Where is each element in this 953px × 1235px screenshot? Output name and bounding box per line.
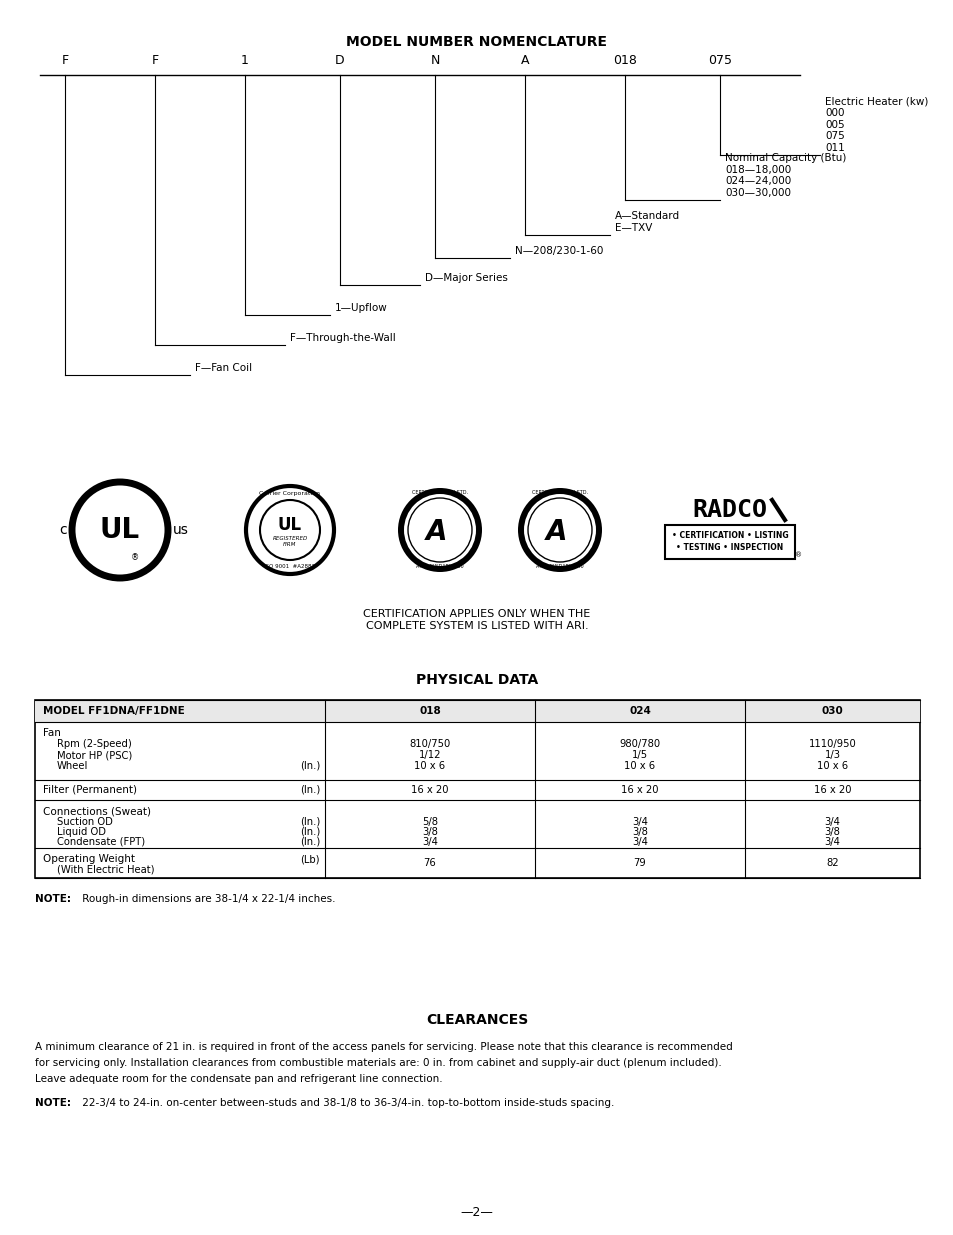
Text: CLEARANCES: CLEARANCES xyxy=(425,1013,528,1028)
Text: ISO 9001  #A2883: ISO 9001 #A2883 xyxy=(264,563,315,568)
Text: 76: 76 xyxy=(423,858,436,868)
Text: (With Electric Heat): (With Electric Heat) xyxy=(57,864,154,876)
Text: ARI STANDARD 240: ARI STANDARD 240 xyxy=(536,564,583,569)
Text: (In.): (In.) xyxy=(299,761,319,771)
Text: (Lb): (Lb) xyxy=(300,853,319,864)
Text: Nominal Capacity (Btu)
018—18,000
024—24,000
030—30,000: Nominal Capacity (Btu) 018—18,000 024—24… xyxy=(724,153,845,198)
Text: Rpm (2-Speed): Rpm (2-Speed) xyxy=(57,739,132,748)
Text: Fan: Fan xyxy=(43,727,61,739)
Text: 22-3/4 to 24-in. on-center between-studs and 38-1/8 to 36-3/4-in. top-to-bottom : 22-3/4 to 24-in. on-center between-studs… xyxy=(79,1098,614,1108)
Bar xyxy=(35,700,919,722)
Text: • TESTING • INSPECTION: • TESTING • INSPECTION xyxy=(676,542,782,552)
Text: c: c xyxy=(59,522,67,537)
Text: 3/4: 3/4 xyxy=(632,837,647,847)
Text: Connections (Sweat): Connections (Sweat) xyxy=(43,806,151,816)
Text: NOTE:: NOTE: xyxy=(35,894,71,904)
Text: 16 x 20: 16 x 20 xyxy=(813,785,850,795)
Text: ARI STANDARD 210: ARI STANDARD 210 xyxy=(416,564,463,569)
Text: 3/4: 3/4 xyxy=(421,837,437,847)
Text: 1/12: 1/12 xyxy=(418,750,441,760)
Text: F—Through-the-Wall: F—Through-the-Wall xyxy=(290,333,395,343)
Text: Electric Heater (kw)
000
005
075
011: Electric Heater (kw) 000 005 075 011 xyxy=(824,96,927,153)
Text: 1: 1 xyxy=(241,54,249,67)
Text: REGISTERED: REGISTERED xyxy=(273,536,307,541)
Text: D—Major Series: D—Major Series xyxy=(424,273,507,283)
Text: 5/8: 5/8 xyxy=(421,818,437,827)
Text: NOTE:: NOTE: xyxy=(35,1098,71,1108)
Text: (In.): (In.) xyxy=(299,785,319,795)
Text: 024: 024 xyxy=(628,706,650,716)
Text: RADCO: RADCO xyxy=(692,498,767,522)
Text: Condensate (FPT): Condensate (FPT) xyxy=(57,837,145,847)
Text: 980/780: 980/780 xyxy=(618,739,659,748)
Text: Rough-in dimensions are 38-1/4 x 22-1/4 inches.: Rough-in dimensions are 38-1/4 x 22-1/4 … xyxy=(79,894,335,904)
Text: UL: UL xyxy=(277,516,302,534)
Text: us: us xyxy=(172,522,189,537)
Text: CERTIFIED TO ARI STD.: CERTIFIED TO ARI STD. xyxy=(412,490,468,495)
Text: F—Fan Coil: F—Fan Coil xyxy=(194,363,252,373)
Text: for servicing only. Installation clearances from combustible materials are: 0 in: for servicing only. Installation clearan… xyxy=(35,1058,721,1068)
Text: —2—: —2— xyxy=(460,1207,493,1219)
Bar xyxy=(664,525,794,559)
Text: N—208/230-1-60: N—208/230-1-60 xyxy=(515,246,602,256)
Text: 3/4: 3/4 xyxy=(823,818,840,827)
Text: 018: 018 xyxy=(418,706,440,716)
Text: 3/4: 3/4 xyxy=(632,818,647,827)
Circle shape xyxy=(397,488,481,572)
Text: MODEL NUMBER NOMENCLATURE: MODEL NUMBER NOMENCLATURE xyxy=(346,35,607,49)
Text: 10 x 6: 10 x 6 xyxy=(624,761,655,771)
Text: 810/750: 810/750 xyxy=(409,739,450,748)
Text: 1—Upflow: 1—Upflow xyxy=(335,303,387,312)
Text: N: N xyxy=(430,54,439,67)
Text: A minimum clearance of 21 in. is required in front of the access panels for serv: A minimum clearance of 21 in. is require… xyxy=(35,1042,732,1052)
Text: 018: 018 xyxy=(613,54,637,67)
Circle shape xyxy=(517,488,601,572)
Text: CERTIFICATION APPLIES ONLY WHEN THE
COMPLETE SYSTEM IS LISTED WITH ARI.: CERTIFICATION APPLIES ONLY WHEN THE COMP… xyxy=(363,609,590,631)
Text: 10 x 6: 10 x 6 xyxy=(816,761,847,771)
Text: 1/5: 1/5 xyxy=(631,750,647,760)
Text: A—Standard
E—TXV: A—Standard E—TXV xyxy=(615,211,679,233)
Text: A: A xyxy=(426,517,447,546)
Bar xyxy=(35,700,919,878)
Text: Operating Weight: Operating Weight xyxy=(43,853,135,864)
Text: Leave adequate room for the condensate pan and refrigerant line connection.: Leave adequate room for the condensate p… xyxy=(35,1074,442,1084)
Text: Liquid OD: Liquid OD xyxy=(57,827,106,837)
Text: ®: ® xyxy=(795,552,801,558)
Circle shape xyxy=(523,494,596,566)
Text: 16 x 20: 16 x 20 xyxy=(620,785,659,795)
Text: UL: UL xyxy=(100,516,140,543)
Text: (In.): (In.) xyxy=(299,827,319,837)
Text: CERTIFIED TO ARI STD.: CERTIFIED TO ARI STD. xyxy=(532,490,587,495)
Circle shape xyxy=(403,494,476,566)
Text: A: A xyxy=(520,54,529,67)
Text: F: F xyxy=(152,54,158,67)
Text: 1110/950: 1110/950 xyxy=(808,739,856,748)
Text: 16 x 20: 16 x 20 xyxy=(411,785,448,795)
Text: 1/3: 1/3 xyxy=(823,750,840,760)
Text: 82: 82 xyxy=(825,858,838,868)
Text: 10 x 6: 10 x 6 xyxy=(414,761,445,771)
Text: MODEL FF1DNA/FF1DNE: MODEL FF1DNA/FF1DNE xyxy=(43,706,185,716)
Text: A: A xyxy=(546,517,567,546)
Text: 030: 030 xyxy=(821,706,842,716)
Text: 3/4: 3/4 xyxy=(823,837,840,847)
Text: 79: 79 xyxy=(633,858,646,868)
Text: Filter (Permanent): Filter (Permanent) xyxy=(43,785,137,795)
Text: ®: ® xyxy=(131,553,139,562)
Text: F: F xyxy=(61,54,69,67)
Text: Carrier Corporation: Carrier Corporation xyxy=(259,492,320,496)
Text: (In.): (In.) xyxy=(299,818,319,827)
Text: • CERTIFICATION • LISTING: • CERTIFICATION • LISTING xyxy=(671,531,787,540)
Text: 075: 075 xyxy=(707,54,731,67)
Text: 3/8: 3/8 xyxy=(421,827,437,837)
Text: FIRM: FIRM xyxy=(283,542,296,547)
Text: 3/8: 3/8 xyxy=(632,827,647,837)
Text: 3/8: 3/8 xyxy=(823,827,840,837)
Text: D: D xyxy=(335,54,344,67)
Text: Suction OD: Suction OD xyxy=(57,818,112,827)
Text: (In.): (In.) xyxy=(299,837,319,847)
Text: PHYSICAL DATA: PHYSICAL DATA xyxy=(416,673,537,687)
Text: Motor HP (PSC): Motor HP (PSC) xyxy=(57,750,132,760)
Text: Wheel: Wheel xyxy=(57,761,89,771)
